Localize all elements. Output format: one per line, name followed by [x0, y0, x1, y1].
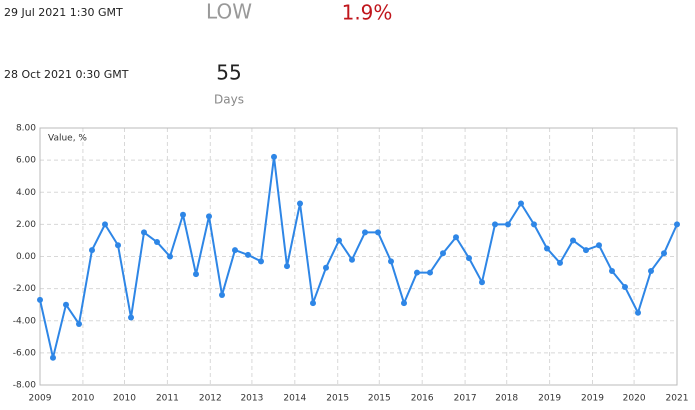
- event-time: 29 Jul 2021 1:30 GMT: [4, 6, 123, 19]
- x-tick-label: 2010: [113, 394, 136, 404]
- y-tick-label: -6.00: [13, 348, 37, 358]
- point: [414, 269, 420, 276]
- x-tick-label: 2013: [240, 394, 263, 404]
- point: [661, 250, 667, 257]
- point: [401, 300, 407, 307]
- point: [128, 314, 134, 321]
- point: [375, 229, 381, 236]
- point: [674, 221, 680, 228]
- point: [388, 258, 394, 265]
- x-tick-label: 2012: [199, 394, 222, 404]
- x-tick-label: 2015: [368, 394, 391, 404]
- point: [271, 153, 277, 160]
- y-tick-label: 4.00: [16, 188, 36, 198]
- y-tick-label: -8.00: [13, 381, 37, 391]
- point: [505, 221, 511, 228]
- point: [37, 296, 43, 303]
- point: [141, 229, 147, 236]
- point: [76, 320, 82, 327]
- point: [622, 284, 628, 291]
- point: [167, 253, 173, 260]
- x-tick-label: 2020: [623, 394, 646, 404]
- y-tick-label: -4.00: [13, 316, 37, 326]
- series-line: [39, 155, 678, 359]
- x-tick-label: 2019: [538, 394, 561, 404]
- point: [310, 300, 316, 307]
- point: [531, 221, 537, 228]
- x-tick-label: 2017: [454, 394, 477, 404]
- status: LOW: [206, 0, 252, 24]
- point: [63, 301, 69, 308]
- x-tick-label: 2010: [71, 394, 94, 404]
- point: [232, 247, 238, 254]
- point: [245, 251, 251, 258]
- point: [596, 242, 602, 249]
- point: [102, 221, 108, 228]
- point: [115, 242, 121, 249]
- y-tick-label: 6.00: [16, 156, 36, 166]
- y-tick-label: 8.00: [16, 124, 36, 134]
- point: [323, 264, 329, 271]
- point: [50, 354, 56, 361]
- y-tick-label: 0.00: [16, 252, 36, 262]
- point: [362, 229, 368, 236]
- x-tick-label: 2015: [326, 394, 349, 404]
- y-tick-label: 2.00: [16, 220, 36, 230]
- x-tick-label: 2009: [29, 394, 52, 404]
- point: [557, 259, 563, 266]
- point: [180, 211, 186, 218]
- point: [479, 279, 485, 286]
- point: [89, 247, 95, 254]
- plot-border: [39, 127, 678, 386]
- point: [518, 200, 524, 207]
- countdown-unit: Days: [214, 93, 244, 107]
- point: [635, 309, 641, 316]
- x-tick-label: 2014: [283, 394, 306, 404]
- point: [492, 221, 498, 228]
- status-value: 1.9%: [342, 1, 393, 25]
- point: [284, 263, 290, 270]
- point: [349, 256, 355, 263]
- x-tick-label: 2016: [411, 394, 434, 404]
- point: [453, 234, 459, 241]
- point: [154, 239, 160, 246]
- point: [609, 267, 615, 274]
- point: [648, 267, 654, 274]
- point: [570, 237, 576, 244]
- point: [297, 200, 303, 207]
- chart: -8.00 -6.00 -4.00 -2.00 0.00 2.00 4.00 6.00 8.00…: [13, 124, 689, 404]
- point: [440, 250, 446, 257]
- point: [336, 237, 342, 244]
- point: [427, 269, 433, 276]
- point: [219, 292, 225, 299]
- countdown: 55: [216, 61, 241, 85]
- y-axis-label: Value, %: [48, 134, 87, 144]
- point: [258, 258, 264, 265]
- x-tick-label: 2011: [156, 394, 179, 404]
- x-tick-label: 2021: [666, 394, 689, 404]
- point: [206, 213, 212, 220]
- point: [193, 271, 199, 278]
- x-tick-label: 2019: [581, 394, 604, 404]
- y-tick-label: -2.00: [13, 284, 37, 294]
- point: [544, 245, 550, 252]
- point: [583, 247, 589, 254]
- x-tick-label: 2018: [495, 394, 518, 404]
- point: [466, 255, 472, 262]
- next-time: 28 Oct 2021 0:30 GMT: [4, 68, 129, 81]
